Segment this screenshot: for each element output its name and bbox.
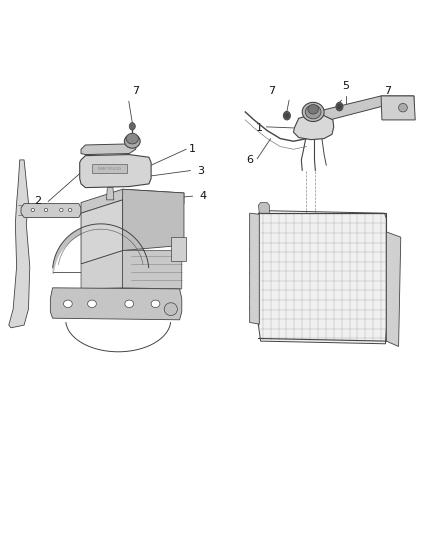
Text: 2: 2: [35, 197, 42, 206]
Ellipse shape: [68, 208, 72, 212]
Polygon shape: [123, 251, 182, 289]
Text: 7: 7: [132, 86, 139, 96]
Text: 1: 1: [188, 144, 195, 154]
Text: 7: 7: [384, 86, 391, 96]
Ellipse shape: [64, 300, 72, 308]
Ellipse shape: [125, 300, 134, 308]
Polygon shape: [50, 288, 182, 320]
Ellipse shape: [305, 105, 321, 119]
Ellipse shape: [129, 123, 135, 130]
Polygon shape: [258, 211, 386, 344]
Ellipse shape: [31, 208, 35, 212]
Polygon shape: [293, 115, 334, 140]
Ellipse shape: [283, 111, 290, 120]
Polygon shape: [81, 189, 184, 213]
Ellipse shape: [337, 104, 342, 109]
Polygon shape: [81, 200, 123, 264]
Ellipse shape: [60, 208, 63, 212]
Ellipse shape: [88, 300, 96, 308]
Ellipse shape: [336, 102, 343, 111]
Polygon shape: [81, 144, 136, 155]
Text: 3: 3: [197, 166, 204, 175]
Polygon shape: [9, 160, 30, 328]
Text: 1: 1: [256, 123, 263, 133]
Text: 7: 7: [268, 86, 275, 96]
Polygon shape: [123, 189, 184, 251]
Polygon shape: [80, 155, 151, 188]
Ellipse shape: [44, 208, 48, 212]
Ellipse shape: [308, 104, 318, 114]
Polygon shape: [106, 188, 114, 200]
Ellipse shape: [124, 134, 140, 148]
Text: 5: 5: [343, 80, 350, 91]
Text: RAM TRUCKS: RAM TRUCKS: [98, 167, 121, 171]
Polygon shape: [258, 203, 269, 213]
Polygon shape: [21, 204, 81, 217]
Polygon shape: [92, 164, 127, 173]
Text: 4: 4: [199, 191, 206, 201]
Text: 6: 6: [246, 155, 253, 165]
Ellipse shape: [151, 300, 160, 308]
Ellipse shape: [399, 103, 407, 112]
Polygon shape: [315, 96, 414, 124]
Polygon shape: [250, 213, 259, 324]
Polygon shape: [171, 237, 186, 261]
Ellipse shape: [126, 133, 138, 144]
Ellipse shape: [164, 303, 177, 316]
Ellipse shape: [302, 102, 324, 122]
Polygon shape: [381, 96, 415, 120]
Polygon shape: [81, 251, 123, 289]
Ellipse shape: [285, 113, 289, 118]
Polygon shape: [386, 232, 401, 346]
